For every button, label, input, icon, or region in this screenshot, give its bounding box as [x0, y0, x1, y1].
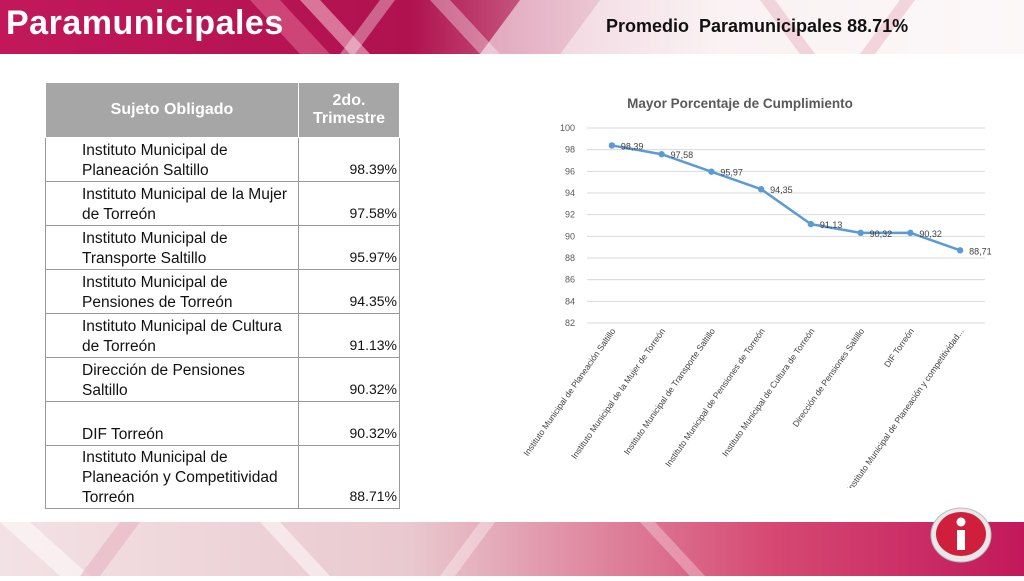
- table-row: Dirección de Pensiones Saltillo 90.32%: [45, 357, 401, 402]
- data-point: [608, 142, 616, 149]
- data-point: [757, 186, 765, 193]
- row-name: DIF Torreón: [45, 401, 299, 446]
- y-tick-label: 94: [565, 188, 575, 198]
- data-label: 94,35: [770, 185, 793, 195]
- row-pct: 97.58%: [297, 181, 401, 226]
- data-point: [956, 247, 964, 254]
- column-header-trimestre: 2do. Trimestre: [297, 82, 401, 138]
- x-tick-label: Instituto Municipal de Transporte Saltil…: [622, 326, 717, 456]
- data-label: 88,71: [969, 246, 992, 256]
- row-pct: 91.13%: [297, 313, 401, 358]
- row-name: Instituto Municipal de Pensiones de Torr…: [45, 269, 299, 314]
- average-heading: Promedio Paramunicipales 88.71%: [606, 16, 909, 36]
- row-pct: 95.97%: [297, 225, 401, 270]
- data-point: [857, 229, 864, 237]
- x-tick-label: Instituto Municipal de Planeación y comp…: [845, 326, 966, 488]
- footer-decoration: [0, 522, 705, 576]
- header-decoration: [250, 0, 1024, 54]
- data-label: 90,32: [919, 229, 942, 239]
- x-tick-label: Instituto Municipal de Pensiones de Torr…: [663, 326, 767, 468]
- y-tick-label: 98: [565, 145, 575, 155]
- column-header-sujeto: Sujeto Obligado: [45, 82, 299, 138]
- row-name: Instituto Municipal de Planeación y Comp…: [45, 445, 299, 509]
- table-row: Instituto Municipal de Planeación Saltil…: [45, 137, 401, 182]
- table-row: Instituto Municipal de Cultura de Torreó…: [45, 313, 401, 358]
- y-tick-label: 84: [565, 296, 575, 306]
- table-header-row: Sujeto Obligado 2do. Trimestre: [45, 82, 401, 138]
- x-tick-label: DIF Torreón: [882, 326, 916, 369]
- data-label: 91,13: [820, 220, 843, 230]
- row-name: Instituto Municipal de Cultura de Torreó…: [45, 313, 299, 358]
- row-pct: 90.32%: [297, 357, 401, 402]
- data-label: 97,58: [671, 150, 694, 160]
- data-point: [708, 168, 715, 175]
- data-label: 90,32: [870, 229, 893, 239]
- compliance-table: Sujeto Obligado 2do. Trimestre Instituto…: [45, 82, 401, 509]
- table-row: Instituto Municipal de Transporte Saltil…: [45, 225, 401, 270]
- y-tick-label: 82: [565, 318, 575, 328]
- line-chart: Mayor Porcentaje de Cumplimiento 82 84 86 8…: [490, 88, 1000, 493]
- table-row: Instituto Municipal de Planeación y Comp…: [45, 445, 401, 509]
- footer-band: [0, 522, 1024, 576]
- page-title: Paramunicipales: [6, 4, 284, 42]
- row-pct: 98.39%: [297, 137, 401, 182]
- chart-canvas: 82 84 86 88 90 92 94 96 98 100 98,39 97,58 95,97 94,3…: [521, 123, 992, 493]
- series-line: [611, 144, 961, 252]
- y-tick-label: 88: [565, 253, 575, 263]
- row-name: Instituto Municipal de Transporte Saltil…: [45, 225, 299, 270]
- y-tick-label: 96: [565, 166, 575, 176]
- row-pct: 90.32%: [297, 401, 401, 446]
- row-name: Dirección de Pensiones Saltillo: [45, 357, 299, 402]
- row-name: Instituto Municipal de Planeación Saltil…: [45, 137, 299, 182]
- x-tick-label: Instituto Municipal de la Mujer de Torre…: [569, 326, 667, 461]
- y-tick-label: 86: [565, 275, 575, 285]
- info-icon: [930, 507, 992, 563]
- data-point: [658, 151, 665, 158]
- x-tick-label: Instituto Municipal de Planeación Saltil…: [521, 326, 617, 458]
- table-row: DIF Torreón 90.32%: [45, 401, 401, 446]
- x-tick-label: Instituto Municipal de Cultura de Torreó…: [720, 326, 817, 458]
- header-band: [0, 0, 1024, 54]
- table-row: Instituto Municipal de Pensiones de Torr…: [45, 269, 401, 314]
- data-point: [807, 220, 815, 228]
- data-label: 98,39: [621, 141, 644, 151]
- row-name: Instituto Municipal de la Mujer de Torre…: [45, 181, 299, 226]
- data-label: 95,97: [720, 168, 743, 178]
- data-point: [907, 229, 914, 237]
- y-tick-label: 92: [565, 210, 575, 220]
- chart-title: Mayor Porcentaje de Cumplimiento: [627, 96, 853, 111]
- y-tick-label: 100: [560, 123, 575, 133]
- table-row: Instituto Municipal de la Mujer de Torre…: [45, 181, 401, 226]
- y-tick-label: 90: [565, 231, 575, 241]
- row-pct: 88.71%: [297, 445, 401, 509]
- row-pct: 94.35%: [297, 269, 401, 314]
